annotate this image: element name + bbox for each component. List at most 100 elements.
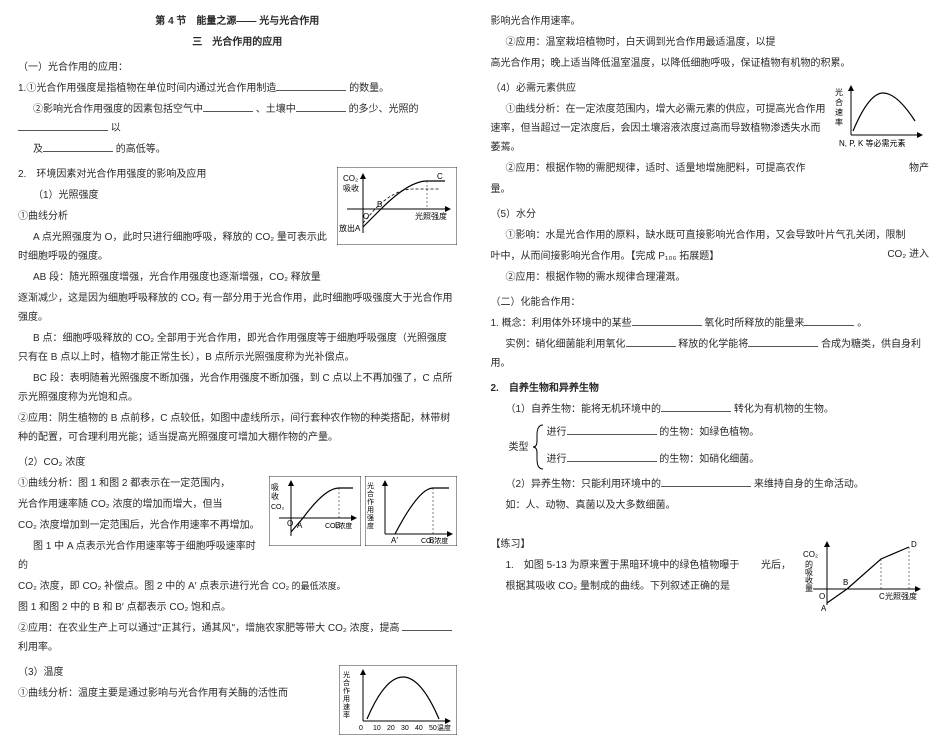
- h1: （一）光合作用的应用：: [18, 58, 457, 77]
- f1-ylab-top: CO₂: [343, 174, 358, 183]
- f4-yl4: 率: [835, 117, 843, 127]
- pr8: ②应用：根据作物的需水规律合理灌溉。: [491, 268, 930, 287]
- f3-yl2: 合: [343, 678, 350, 687]
- f3-t0: 0: [359, 725, 363, 732]
- p2c: 的多少、光照的: [349, 104, 419, 115]
- pB7: 如：人、动物、真菌以及大多数细菌。: [491, 496, 930, 515]
- p2a: ②影响光合作用强度的因素包括空气中: [33, 104, 203, 115]
- f5-O: O: [819, 592, 825, 601]
- section-1: （一）光合作用的应用： 1.①光合作用强度是指植物在单位时间内通过光合作用制造 …: [18, 58, 457, 159]
- fig-light-curve: CO₂ 吸收 放出 光照强度 A B C O: [337, 167, 457, 245]
- f1-origin: O: [363, 212, 369, 221]
- p2: ②影响光合作用强度的因素包括空气中 、土壤中 的多少、光照的 以: [18, 100, 457, 138]
- f1-ylab-bot: 放出: [339, 223, 355, 233]
- pr5: ②应用：根据作物的需肥规律，适时、适量地增施肥料，可提高农作 物产: [491, 159, 930, 178]
- section-2: CO₂ 吸收 放出 光照强度 A B C O 2. 环境因素对光合作用强度的影响…: [18, 165, 457, 447]
- type-bracket: 类型 进行 的生物：如绿色植物。 进行 的生物：如硝化细菌。: [509, 423, 930, 471]
- f2a-yl1: 吸: [271, 483, 279, 492]
- p1b: 的数量。: [349, 83, 389, 94]
- f2b-yl4: 用: [367, 506, 374, 514]
- f5-D: D: [911, 540, 917, 549]
- pB4: 进行 的生物：如绿色植物。: [547, 423, 760, 442]
- f1-pt-B: B: [377, 200, 382, 209]
- fig-temp: 光 合 作 用 速 率 0 10 20 30 40 50 温度: [339, 665, 457, 735]
- f1-pt-C: C: [437, 172, 443, 181]
- left-brace-icon: [531, 423, 547, 471]
- h2-2: （2）CO₂ 浓度: [18, 453, 457, 472]
- f5-A: A: [821, 604, 827, 613]
- p-co2-4: CO₂ 浓度，即 CO₂ 补偿点。图 2 中的 A′ 点表示进行光合 CO₂ 的…: [18, 577, 457, 596]
- pAB2: 逐渐减少，这是因为细胞呼吸释放的 CO₂ 有一部分用于光合作用，此时细胞呼吸强度…: [18, 289, 457, 327]
- section-temp: 光 合 作 用 速 率 0 10 20 30 40 50 温度 （3）温度 ①曲…: [18, 663, 457, 703]
- pB3: （1）自养生物：能将无机环境中的 转化为有机物的生物。: [491, 400, 930, 419]
- f5-yl1: CO₂: [803, 550, 818, 559]
- p1a: 1.①光合作用强度是指植物在单位时间内通过光合作用制造: [18, 83, 276, 94]
- f3-yl6: 率: [343, 710, 350, 719]
- pr1: 影响光合作用速率。: [491, 12, 930, 31]
- section-water: （5）水分 ①影响：水是光合作用的原料，缺水既可直接影响光合作用，又会导致叶片气…: [491, 205, 930, 287]
- f3-t2: 20: [387, 725, 395, 732]
- p-app1: ②应用：阴生植物的 B 点前移，C 点较低，如图中虚线所示，间行套种农作物的种类…: [18, 409, 457, 447]
- f2b-yl6: 度: [367, 521, 374, 530]
- pr7: 叶中，从而间接影响光合作用。【完成 P₁₀₆ 拓展题】: [491, 247, 930, 266]
- f1-pt-A: A: [355, 224, 361, 233]
- f2a-yl2: 收: [271, 491, 279, 501]
- f3-yl3: 作: [343, 686, 350, 695]
- p3b: 的高低等。: [116, 144, 166, 155]
- f2b-yl2: 合: [367, 489, 374, 498]
- pr3: 高光合作用；晚上适当降低温室温度，以降低细胞呼吸，保证植物有机物的积累。: [491, 54, 930, 73]
- f3-yl1: 光: [343, 670, 350, 679]
- f4-yl2: 合: [835, 97, 843, 107]
- pr2: ②应用：温室栽培植物时，白天调到光合作用最适温度，以提: [491, 33, 930, 52]
- p1: 1.①光合作用强度是指植物在单位时间内通过光合作用制造 的数量。: [18, 79, 457, 98]
- f3-t3: 30: [401, 725, 409, 732]
- left-column: 第 4 节 能量之源—— 光与光合作用 三 光合作用的应用 （一）光合作用的应用…: [0, 0, 473, 667]
- pAB: AB 段：随光照强度增强，光合作用强度也逐渐增强，CO₂ 释放量: [18, 268, 457, 287]
- p2b: 、土壤中: [256, 104, 296, 115]
- f2b-yl5: 强: [367, 514, 374, 522]
- p3a: 及: [33, 144, 43, 155]
- pr5c: 量。: [491, 180, 930, 199]
- p2d: 以: [111, 123, 121, 134]
- section-autotroph: 2. 自养生物和异养生物 （1）自养生物：能将无机环境中的 转化为有机物的生物。…: [491, 379, 930, 515]
- f4-yl3: 速: [835, 108, 843, 117]
- f2b-B: B′: [429, 536, 436, 545]
- f2b-caption: CO₂ 的最低浓度。: [272, 581, 346, 591]
- section-exercise: CO₂ 的 吸 收 量 光照强度 O A B C D 【练习】 1. 如图 5-…: [491, 535, 930, 596]
- f5-yl5: 量: [805, 584, 813, 593]
- section-co2: （2）CO₂ 浓度 吸 收 CO₂ CO₂浓度 A B O: [18, 453, 457, 657]
- f4-xlab: N, P, K 等必需元素: [839, 138, 906, 148]
- pB1: 1. 概念：利用体外环境中的某些 氧化时所释放的能量来 。: [491, 314, 930, 333]
- pB6: （2）异养生物：只能利用环境中的 来维持自身的生命活动。: [491, 475, 930, 494]
- fig-exercise: CO₂ 的 吸 收 量 光照强度 O A B C D: [801, 537, 929, 621]
- fig-element: 光 合 速 率 N, P, K 等必需元素: [833, 81, 929, 151]
- f5-B: B: [843, 578, 848, 587]
- fig-co2-pair: 吸 收 CO₂ CO₂浓度 A B O 光 合 作 用 强: [269, 476, 457, 546]
- doc-title: 第 4 节 能量之源—— 光与光合作用: [18, 12, 457, 27]
- f5-C: C: [879, 592, 885, 601]
- h2B: 2. 自养生物和异养生物: [491, 379, 930, 398]
- f1-xlab: 光照强度: [415, 211, 447, 221]
- p-co2-app: ②应用：在农业生产上可以通过"正其行，通其风"，增施农家肥等带大 CO₂ 浓度，…: [18, 619, 457, 657]
- pB2: 实例：硝化细菌能利用氧化 释放的化学能将 合成为糖类，供自身利用。: [491, 335, 930, 373]
- pB: B 点：细胞呼吸释放的 CO₂ 全部用于光合作用，即光合作用强度等于细胞呼吸强度…: [18, 329, 457, 367]
- f4-yl1: 光: [835, 87, 843, 97]
- f2a-A: A: [297, 521, 303, 530]
- f3-t5: 50: [429, 725, 437, 732]
- p3: 及 的高低等。: [18, 140, 457, 159]
- f1-ylab-top2: 吸收: [343, 183, 359, 193]
- doc-subtitle: 三 光合作用的应用: [18, 33, 457, 48]
- section-element: 光 合 速 率 N, P, K 等必需元素 （4）必需元素供应 ①曲线分析：在一…: [491, 79, 930, 199]
- f2b-yl3: 作: [367, 497, 374, 506]
- pB5: 进行 的生物：如硝化细菌。: [547, 450, 760, 469]
- type-label: 类型: [509, 438, 529, 457]
- f2a-yl3: CO₂: [271, 504, 285, 511]
- right-column: 影响光合作用速率。 ②应用：温室栽培植物时，白天调到光合作用最适温度，以提 高光…: [473, 0, 945, 667]
- p-co2-5: 图 1 和图 2 中的 B 和 B′ 点都表示 CO₂ 饱和点。: [18, 598, 457, 617]
- right-top: 影响光合作用速率。 ②应用：温室栽培植物时，白天调到光合作用最适温度，以提 高光…: [491, 12, 930, 73]
- f2b-yl1: 光: [367, 481, 374, 490]
- h5: （5）水分: [491, 205, 930, 224]
- pBC: BC 段：表明随着光照强度不断加强，光合作用强度不断加强，到 C 点以上不再加强…: [18, 369, 457, 407]
- f2b-A: A′: [391, 536, 398, 545]
- f2a-B: B: [335, 521, 340, 530]
